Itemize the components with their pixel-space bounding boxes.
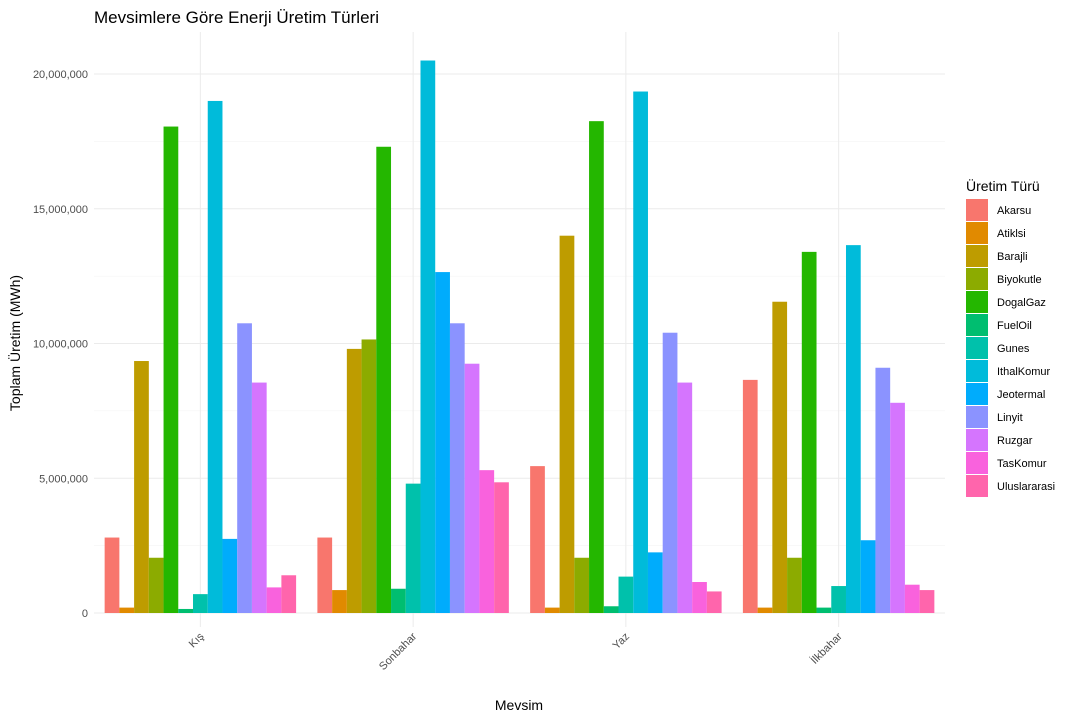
legend-label: Linyit bbox=[997, 412, 1023, 424]
y-tick-label: 5,000,000 bbox=[39, 473, 88, 485]
legend-label: IthalKomur bbox=[997, 366, 1051, 378]
legend-title: Üretim Türü bbox=[966, 177, 1040, 194]
bar bbox=[405, 483, 421, 613]
legend-label: Uluslararasi bbox=[997, 481, 1055, 493]
bar bbox=[207, 100, 223, 613]
legend-label: Biyokutle bbox=[997, 274, 1042, 286]
bar bbox=[742, 379, 758, 613]
bar bbox=[317, 537, 333, 613]
legend-key bbox=[966, 222, 988, 244]
bar bbox=[449, 323, 465, 613]
bar bbox=[361, 339, 377, 613]
bar bbox=[376, 146, 392, 613]
x-tick-label: İlkbahar bbox=[808, 630, 845, 667]
legend-key bbox=[966, 291, 988, 313]
bar bbox=[237, 323, 252, 613]
legend-label: Gunes bbox=[997, 343, 1030, 355]
bar bbox=[618, 576, 634, 613]
bar bbox=[647, 552, 663, 613]
legend-key bbox=[966, 452, 988, 474]
bar bbox=[603, 606, 619, 613]
bar bbox=[104, 537, 120, 613]
bar bbox=[420, 60, 436, 613]
bar bbox=[163, 126, 179, 614]
y-tick-label: 15,000,000 bbox=[33, 204, 88, 216]
legend-label: Atiklsi bbox=[997, 228, 1026, 240]
bar bbox=[633, 91, 648, 613]
bar bbox=[845, 245, 861, 613]
legend-label: Akarsu bbox=[997, 205, 1031, 217]
bar bbox=[816, 607, 832, 613]
x-tick-label: Sonbahar bbox=[377, 630, 419, 672]
bar bbox=[494, 482, 509, 613]
legend-label: Ruzgar bbox=[997, 435, 1033, 447]
bar bbox=[148, 557, 164, 613]
bar bbox=[251, 382, 267, 613]
legend-key bbox=[966, 429, 988, 451]
bar bbox=[677, 382, 693, 613]
legend-key bbox=[966, 314, 988, 336]
chart-title: Mevsimlere Göre Enerji Üretim Türleri bbox=[94, 8, 379, 27]
bar bbox=[479, 470, 495, 613]
legend-label: Barajli bbox=[997, 251, 1028, 263]
bar bbox=[904, 584, 920, 613]
bar bbox=[544, 607, 560, 613]
bar bbox=[772, 301, 788, 613]
y-axis-title: Toplam Üretim (MWh) bbox=[6, 275, 23, 411]
bar bbox=[119, 607, 135, 613]
grid bbox=[94, 32, 945, 627]
bar bbox=[831, 586, 846, 613]
y-tick-label: 10,000,000 bbox=[33, 339, 88, 351]
bar bbox=[875, 367, 891, 613]
bar bbox=[332, 590, 347, 613]
y-axis-ticks: 0 5,000,000 10,000,000 15,000,000 20,000,000 bbox=[33, 69, 88, 620]
bar bbox=[391, 588, 406, 613]
legend: Üretim Türü Akarsu Atiklsi Barajli Biyokutl… bbox=[966, 177, 1055, 497]
legend-key bbox=[966, 337, 988, 359]
bar bbox=[919, 590, 935, 613]
x-tick-label: Yaz bbox=[611, 631, 632, 652]
legend-key bbox=[966, 406, 988, 428]
bar bbox=[801, 251, 817, 613]
legend-label: TasKomur bbox=[997, 458, 1047, 470]
x-tick-label: Kış bbox=[187, 630, 207, 650]
bar bbox=[559, 235, 575, 613]
bar bbox=[662, 332, 678, 613]
bar bbox=[787, 557, 802, 613]
bar bbox=[860, 540, 876, 613]
bar bbox=[464, 363, 480, 613]
y-tick-label: 20,000,000 bbox=[33, 69, 88, 81]
bar bbox=[706, 591, 722, 613]
bars bbox=[104, 60, 935, 614]
bar bbox=[530, 466, 545, 613]
legend-label: DogalGaz bbox=[997, 297, 1046, 309]
legend-key bbox=[966, 475, 988, 497]
bar bbox=[193, 594, 208, 613]
x-axis-title: Mevsim bbox=[495, 697, 543, 713]
legend-key bbox=[966, 360, 988, 382]
bar bbox=[134, 361, 149, 613]
bar bbox=[589, 121, 604, 613]
legend-key bbox=[966, 199, 988, 221]
bar bbox=[435, 272, 450, 613]
bar bbox=[222, 538, 238, 613]
bar bbox=[890, 402, 905, 613]
bar bbox=[281, 575, 297, 613]
legend-key bbox=[966, 383, 988, 405]
legend-label: Jeotermal bbox=[997, 389, 1045, 401]
x-axis-ticks: Kış Sonbahar Yaz İlkbahar bbox=[187, 630, 845, 673]
legend-key bbox=[966, 245, 988, 267]
y-tick-label: 0 bbox=[82, 608, 88, 620]
legend-key bbox=[966, 268, 988, 290]
bar bbox=[692, 582, 707, 613]
bar bbox=[757, 607, 773, 613]
bar bbox=[178, 608, 194, 613]
bar bbox=[346, 348, 362, 613]
bar bbox=[266, 587, 282, 613]
bar bbox=[574, 557, 590, 613]
legend-label: FuelOil bbox=[997, 320, 1032, 332]
